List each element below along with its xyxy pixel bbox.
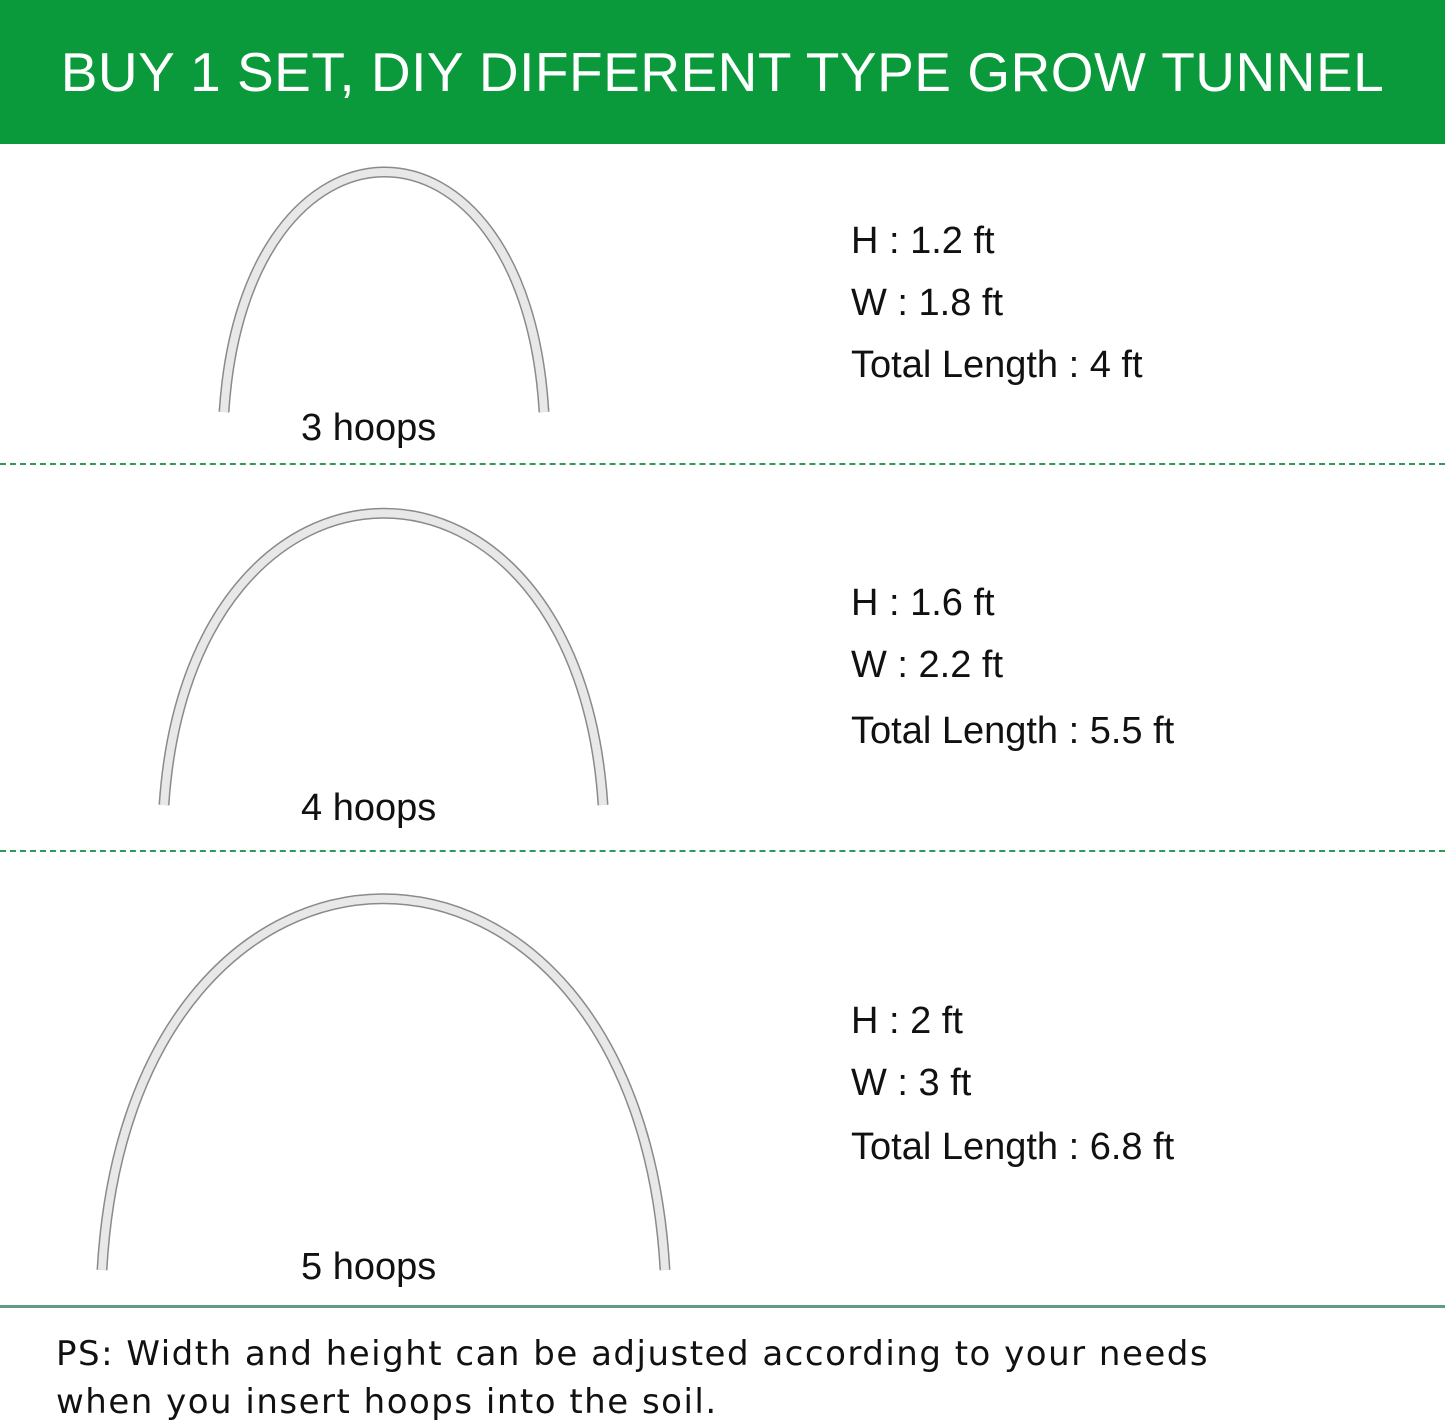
footer-divider <box>0 1305 1445 1308</box>
spec-height: H : 1.6 ft <box>851 582 995 624</box>
spec-width: W : 1.8 ft <box>851 282 1004 324</box>
arch-3-hoops <box>218 166 550 413</box>
spec-total-length: Total Length : 5.5 ft <box>851 710 1175 752</box>
spec-width: W : 2.2 ft <box>851 644 1004 686</box>
banner-title: BUY 1 SET, DIY DIFFERENT TYPE GROW TUNNE… <box>60 41 1385 103</box>
spec-block-4-hoops: H : 1.6 ft W : 2.2 ft Total Length : 5.5… <box>851 572 1174 762</box>
dashed-divider <box>0 463 1445 465</box>
hoop-count-label: 3 hoops <box>301 407 437 449</box>
title-banner: BUY 1 SET, DIY DIFFERENT TYPE GROW TUNNE… <box>0 0 1445 144</box>
spec-height: H : 2 ft <box>851 1000 963 1042</box>
dashed-divider <box>0 850 1445 852</box>
spec-total-length: Total Length : 4 ft <box>851 344 1143 386</box>
footnote-line-1: PS: Width and height can be adjusted acc… <box>56 1334 1210 1374</box>
spec-height: H : 1.2 ft <box>851 220 995 262</box>
footnote: PS: Width and height can be adjusted acc… <box>56 1330 1209 1426</box>
spec-total-length: Total Length : 6.8 ft <box>851 1126 1175 1168</box>
hoop-count-label: 4 hoops <box>301 787 437 829</box>
arch-4-hoops <box>158 507 609 806</box>
footnote-line-2: when you insert hoops into the soil. <box>56 1382 718 1422</box>
spec-block-3-hoops: H : 1.2 ft W : 1.8 ft Total Length : 4 f… <box>851 210 1143 396</box>
hoop-count-label: 5 hoops <box>301 1246 437 1288</box>
spec-width: W : 3 ft <box>851 1062 972 1104</box>
spec-block-5-hoops: H : 2 ft W : 3 ft Total Length : 6.8 ft <box>851 990 1174 1178</box>
arch-5-hoops <box>96 893 671 1271</box>
